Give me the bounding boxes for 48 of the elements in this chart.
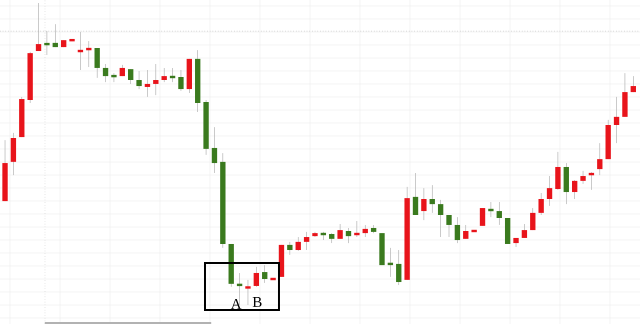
candlestick: [454, 216, 460, 244]
candlestick: [555, 152, 561, 190]
candlestick: [111, 72, 117, 82]
candlestick: [430, 184, 435, 214]
candlestick: [144, 70, 150, 98]
candlestick: [262, 264, 268, 284]
candlestick: [254, 266, 260, 288]
candlestick: [86, 40, 92, 68]
candlestick: [296, 236, 301, 252]
candlestick: [522, 224, 528, 238]
candlestick: [136, 70, 142, 90]
candlestick: [480, 208, 486, 226]
candlestick: [102, 64, 108, 82]
candlestick: [162, 68, 167, 82]
candlestick: [36, 2, 42, 52]
candlestick: [412, 172, 418, 216]
candlestick: [153, 64, 158, 96]
candlestick: [10, 132, 16, 176]
candlestick: [52, 24, 58, 48]
candlestick: [588, 172, 594, 190]
candlestick: [630, 76, 636, 92]
candlestick: [421, 188, 427, 220]
candlestick: [614, 96, 620, 144]
candlestick: [304, 232, 310, 250]
candlestick: [287, 242, 293, 256]
candlestick: [337, 224, 343, 240]
candlestick: [530, 208, 536, 230]
candlestick: [346, 228, 352, 244]
candlestick: [396, 250, 402, 286]
candlestick: [546, 176, 552, 206]
candlestick: [438, 200, 444, 238]
candlestick: [94, 48, 100, 78]
candlestick: [44, 30, 50, 56]
annotation: A: [230, 298, 242, 309]
candlestick: [572, 180, 578, 200]
candlestick: [597, 142, 602, 176]
candlestick: [212, 126, 218, 174]
candlestick: [362, 224, 368, 238]
candlestick: [580, 170, 586, 184]
annotation: B: [252, 297, 262, 307]
candlestick: [128, 68, 134, 84]
candlestick: [178, 70, 184, 92]
candlestick: [329, 232, 334, 244]
candlestick: [496, 202, 502, 226]
candlestick: [463, 224, 468, 240]
candlestick: [388, 248, 394, 278]
candlestick: [446, 214, 452, 238]
candlestick: [538, 192, 544, 216]
